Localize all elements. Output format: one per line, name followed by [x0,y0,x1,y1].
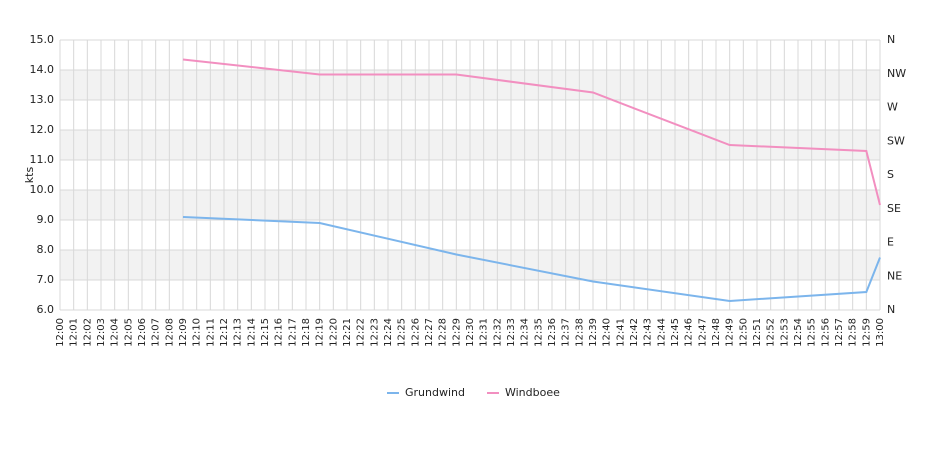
x-tick-label: 12:47 [697,318,708,347]
y-tick-label: 8.0 [37,243,55,256]
x-tick-label: 13:00 [875,318,886,347]
x-tick-label: 12:07 [151,318,162,347]
x-tick-label: 12:43 [643,318,654,347]
x-tick-label: 12:24 [383,318,394,347]
y2-tick-label: N [887,33,895,46]
y2-tick-label: W [887,101,898,114]
x-tick-label: 12:21 [342,318,353,347]
y-tick-label: 13.0 [30,93,55,106]
x-tick-label: 12:11 [205,318,216,347]
x-tick-label: 12:48 [711,318,722,347]
x-tick-label: 12:17 [287,318,298,347]
x-tick-label: 12:30 [465,318,476,347]
y-tick-label: 14.0 [30,63,55,76]
x-tick-label: 12:15 [260,318,271,347]
x-tick-label: 12:38 [574,318,585,347]
x-tick-label: 12:49 [725,318,736,347]
x-tick-label: 12:57 [834,318,845,347]
x-tick-label: 12:52 [766,318,777,347]
x-tick-label: 12:56 [820,318,831,347]
x-tick-label: 12:18 [301,318,312,347]
x-tick-label: 12:31 [479,318,490,347]
x-tick-label: 12:39 [588,318,599,347]
x-tick-label: 12:37 [561,318,572,347]
y-axis-label: kts [23,167,36,184]
x-tick-label: 12:20 [328,318,339,347]
x-tick-label: 12:22 [356,318,367,347]
x-tick-label: 12:13 [233,318,244,347]
x-tick-label: 12:32 [492,318,503,347]
x-tick-label: 12:42 [629,318,640,347]
y2-tick-label: SW [887,134,905,147]
y2-tick-label: E [887,236,894,249]
x-tick-label: 12:26 [410,318,421,347]
x-tick-label: 12:29 [451,318,462,347]
x-tick-label: 12:14 [246,318,257,347]
x-tick-label: 12:59 [861,318,872,347]
y-tick-label: 7.0 [37,273,55,286]
x-tick-label: 12:10 [192,318,203,347]
x-tick-label: 12:36 [547,318,558,347]
x-tick-label: 12:34 [520,318,531,347]
y2-tick-label: N [887,303,895,316]
x-tick-label: 12:54 [793,318,804,347]
x-tick-label: 12:41 [615,318,626,347]
x-tick-label: 12:53 [779,318,790,347]
y2-tick-label: NE [887,269,902,282]
x-tick-label: 12:04 [110,318,121,347]
y-tick-label: 10.0 [30,183,55,196]
y2-tick-label: SE [887,202,901,215]
x-tick-label: 12:05 [123,318,134,347]
y-tick-label: 6.0 [37,303,55,316]
y2-tick-label: NW [887,67,906,80]
legend-label: Windboee [505,386,560,399]
x-tick-label: 12:00 [55,318,66,347]
y2-tick-label: S [887,168,894,181]
x-tick-label: 12:50 [738,318,749,347]
x-tick-label: 12:51 [752,318,763,347]
x-tick-label: 12:33 [506,318,517,347]
x-tick-label: 12:12 [219,318,230,347]
x-tick-label: 12:27 [424,318,435,347]
x-tick-label: 12:28 [438,318,449,347]
x-tick-label: 12:19 [315,318,326,347]
x-tick-label: 12:40 [602,318,613,347]
series-line [182,216,881,303]
x-tick-label: 12:46 [684,318,695,347]
series-line [182,58,881,206]
legend-label: Grundwind [405,386,465,399]
x-tick-label: 12:09 [178,318,189,347]
x-tick-label: 12:08 [164,318,175,347]
x-tick-label: 12:03 [96,318,107,347]
x-tick-label: 12:01 [69,318,80,347]
y-tick-label: 12.0 [30,123,55,136]
x-tick-label: 12:45 [670,318,681,347]
x-tick-label: 12:06 [137,318,148,347]
x-tick-label: 12:35 [533,318,544,347]
x-tick-label: 12:25 [397,318,408,347]
x-tick-label: 12:44 [656,318,667,347]
x-tick-label: 12:23 [369,318,380,347]
y-tick-label: 11.0 [30,153,55,166]
x-tick-label: 12:58 [848,318,859,347]
x-tick-label: 12:02 [82,318,93,347]
y-tick-label: 15.0 [30,33,55,46]
x-tick-label: 12:16 [274,318,285,347]
x-tick-label: 12:55 [807,318,818,347]
y-tick-label: 9.0 [37,213,55,226]
